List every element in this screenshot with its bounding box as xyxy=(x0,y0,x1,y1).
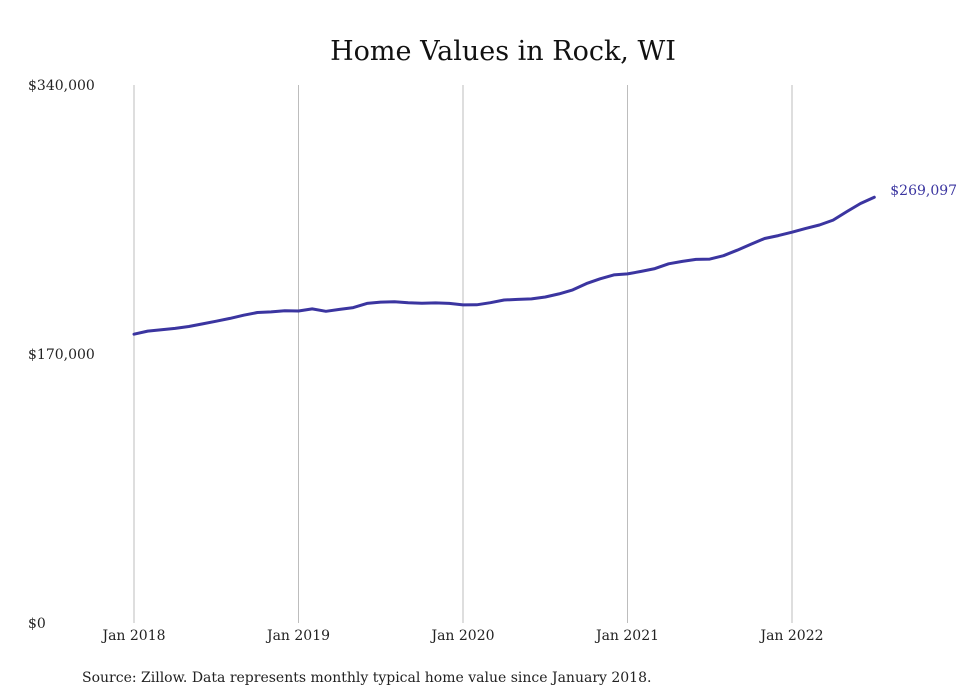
end-value-label: $269,097 xyxy=(890,183,957,199)
chart-title: Home Values in Rock, WI xyxy=(330,36,676,67)
source-note: Source: Zillow. Data represents monthly … xyxy=(82,670,651,686)
x-tick-label: Jan 2018 xyxy=(100,628,165,644)
y-tick-label: $170,000 xyxy=(28,347,95,363)
y-tick-label: $340,000 xyxy=(28,78,95,94)
grid-lines xyxy=(133,85,793,623)
x-tick-label: Jan 2022 xyxy=(758,628,823,644)
x-tick-label: Jan 2021 xyxy=(594,628,659,644)
y-axis-ticks: $0 $170,000 $340,000 xyxy=(28,78,95,632)
x-axis-ticks: Jan 2018 Jan 2019 Jan 2020 Jan 2021 Jan 2022 xyxy=(100,628,823,644)
x-tick-label: Jan 2019 xyxy=(265,628,330,644)
y-tick-label: $0 xyxy=(28,616,46,632)
x-tick-label: Jan 2020 xyxy=(429,628,494,644)
series-line-0 xyxy=(132,195,876,336)
series-layer xyxy=(132,195,876,336)
